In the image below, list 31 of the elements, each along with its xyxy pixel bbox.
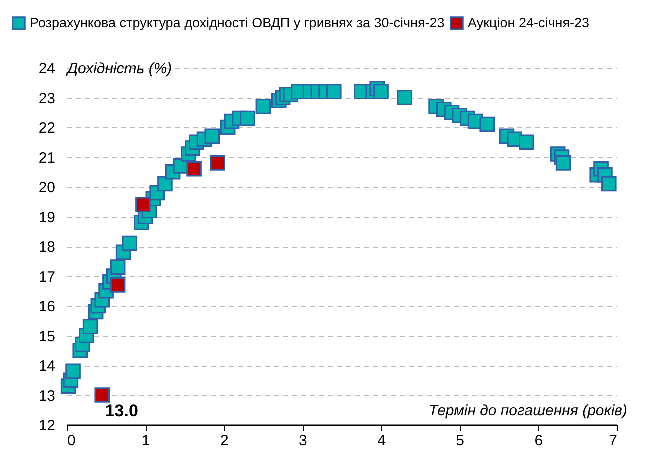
data-label: 13.0: [105, 401, 138, 420]
y-tick-label: 16: [38, 298, 56, 316]
y-tick-label: 22: [38, 120, 56, 137]
y-tick-label: 17: [38, 268, 56, 286]
y-tick-label: 21: [38, 150, 56, 167]
x-tick-label: 4: [378, 432, 386, 450]
y-tick-label: 15: [38, 328, 56, 346]
point: [210, 156, 226, 171]
y-tick-label: 13: [38, 388, 56, 405]
x-tick-label: 0: [68, 432, 76, 450]
y-tick-label: 18: [38, 239, 56, 256]
x-tick-label: 6: [534, 432, 544, 450]
x-tick-label: 2: [220, 432, 229, 450]
x-tick-label: 3: [299, 432, 308, 450]
legend-label: Аукціон 24-січня-23: [468, 15, 590, 30]
point: [186, 162, 202, 177]
x-axis-title: Термін до погашення (років): [428, 402, 628, 420]
x-tick-label: 1: [142, 432, 150, 450]
point: [110, 278, 126, 293]
x-tick-label: 7: [609, 432, 618, 450]
y-axis-title: Дохідність (%): [66, 60, 172, 78]
point: [94, 388, 110, 403]
y-tick-label: 14: [38, 358, 56, 375]
point: [136, 197, 151, 212]
y-tick-label: 20: [38, 180, 56, 196]
legend-label: Розрахункова структура дохідності ОВДП у гривнях за 30-січня-23: [30, 15, 445, 30]
y-tick-label: 19: [38, 209, 56, 226]
y-tick-label: 23: [38, 90, 56, 108]
x-tick-label: 5: [456, 432, 465, 450]
y-tick-label: 24: [38, 60, 56, 78]
y-tick-label: 12: [38, 418, 56, 434]
